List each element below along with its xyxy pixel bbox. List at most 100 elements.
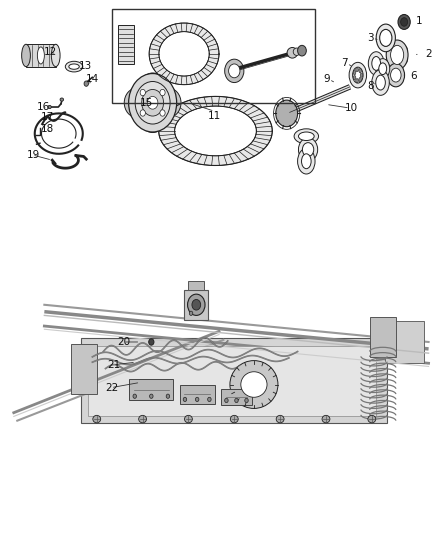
Ellipse shape: [356, 78, 358, 83]
Ellipse shape: [376, 59, 390, 79]
Ellipse shape: [160, 90, 165, 96]
Ellipse shape: [287, 47, 297, 58]
Ellipse shape: [184, 415, 192, 423]
Ellipse shape: [359, 77, 361, 82]
Ellipse shape: [51, 44, 60, 67]
Text: 13: 13: [78, 61, 92, 70]
Ellipse shape: [225, 398, 228, 402]
Ellipse shape: [139, 415, 147, 423]
Ellipse shape: [356, 67, 358, 71]
Ellipse shape: [65, 61, 83, 72]
Text: 7: 7: [341, 59, 348, 68]
Ellipse shape: [398, 14, 410, 29]
Ellipse shape: [349, 62, 367, 88]
Ellipse shape: [372, 70, 389, 95]
Ellipse shape: [140, 73, 166, 103]
Text: 16: 16: [36, 102, 50, 112]
Bar: [180, 385, 215, 403]
Text: 21: 21: [108, 360, 121, 370]
Ellipse shape: [380, 29, 392, 46]
Ellipse shape: [149, 23, 219, 85]
Text: 6: 6: [410, 71, 417, 81]
Ellipse shape: [230, 415, 238, 423]
Ellipse shape: [401, 18, 408, 26]
Ellipse shape: [368, 415, 376, 423]
Ellipse shape: [166, 394, 170, 398]
Ellipse shape: [149, 339, 154, 345]
Text: 9: 9: [324, 75, 330, 84]
Ellipse shape: [195, 397, 199, 401]
Ellipse shape: [353, 70, 356, 75]
Ellipse shape: [391, 68, 401, 82]
Ellipse shape: [21, 44, 30, 67]
Ellipse shape: [229, 64, 240, 78]
Text: 22: 22: [106, 383, 119, 393]
Ellipse shape: [379, 63, 387, 75]
Ellipse shape: [159, 31, 209, 76]
Ellipse shape: [297, 149, 315, 174]
Ellipse shape: [187, 294, 205, 316]
Ellipse shape: [386, 40, 408, 70]
Ellipse shape: [93, 415, 101, 423]
Ellipse shape: [301, 154, 311, 168]
Ellipse shape: [302, 143, 314, 157]
Text: 20: 20: [118, 337, 131, 347]
Bar: [188, 281, 204, 290]
Ellipse shape: [387, 54, 396, 64]
Ellipse shape: [374, 73, 387, 92]
Ellipse shape: [399, 45, 408, 56]
Ellipse shape: [140, 103, 166, 133]
Ellipse shape: [175, 106, 256, 156]
Ellipse shape: [245, 398, 248, 402]
Ellipse shape: [69, 64, 79, 69]
Ellipse shape: [189, 311, 193, 316]
Ellipse shape: [135, 82, 170, 124]
Ellipse shape: [298, 132, 314, 141]
Text: 15: 15: [140, 98, 153, 108]
Ellipse shape: [353, 67, 363, 83]
Text: 1: 1: [416, 16, 422, 26]
Text: 11: 11: [208, 111, 221, 122]
Ellipse shape: [376, 75, 385, 90]
Ellipse shape: [241, 372, 267, 397]
Ellipse shape: [183, 397, 187, 401]
Ellipse shape: [129, 74, 177, 132]
Ellipse shape: [391, 45, 404, 64]
Bar: [118, 25, 134, 64]
Ellipse shape: [293, 48, 300, 55]
Bar: [81, 338, 387, 423]
Ellipse shape: [133, 394, 137, 398]
Bar: [88, 346, 376, 416]
Ellipse shape: [353, 76, 356, 80]
Ellipse shape: [297, 45, 306, 56]
Ellipse shape: [208, 397, 211, 401]
Ellipse shape: [159, 96, 272, 165]
Ellipse shape: [192, 300, 201, 310]
Text: 10: 10: [345, 103, 358, 113]
Ellipse shape: [372, 56, 381, 70]
Bar: [112, 9, 315, 103]
Ellipse shape: [155, 88, 181, 118]
Text: 18: 18: [41, 124, 54, 134]
Ellipse shape: [387, 63, 405, 87]
Text: 3: 3: [367, 33, 374, 43]
Ellipse shape: [84, 81, 88, 86]
Ellipse shape: [150, 394, 153, 398]
Bar: [26, 44, 56, 67]
Ellipse shape: [140, 90, 145, 96]
Ellipse shape: [376, 24, 396, 52]
Ellipse shape: [225, 59, 244, 83]
Ellipse shape: [276, 100, 297, 127]
Ellipse shape: [140, 110, 145, 116]
Ellipse shape: [387, 45, 396, 56]
Ellipse shape: [359, 69, 361, 73]
Bar: [221, 389, 252, 405]
Ellipse shape: [235, 398, 238, 402]
Bar: [385, 321, 424, 364]
Ellipse shape: [276, 415, 284, 423]
Text: 8: 8: [367, 81, 374, 91]
Ellipse shape: [322, 415, 330, 423]
Ellipse shape: [160, 110, 165, 116]
Ellipse shape: [298, 138, 318, 161]
Ellipse shape: [37, 47, 44, 64]
